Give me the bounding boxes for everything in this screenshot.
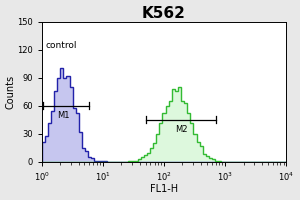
Text: M2: M2 xyxy=(175,125,187,134)
Title: K562: K562 xyxy=(142,6,186,21)
Polygon shape xyxy=(42,68,286,162)
Polygon shape xyxy=(42,87,286,162)
Text: control: control xyxy=(45,41,77,50)
Y-axis label: Counts: Counts xyxy=(6,75,16,109)
Text: M1: M1 xyxy=(57,111,70,120)
X-axis label: FL1-H: FL1-H xyxy=(150,184,178,194)
